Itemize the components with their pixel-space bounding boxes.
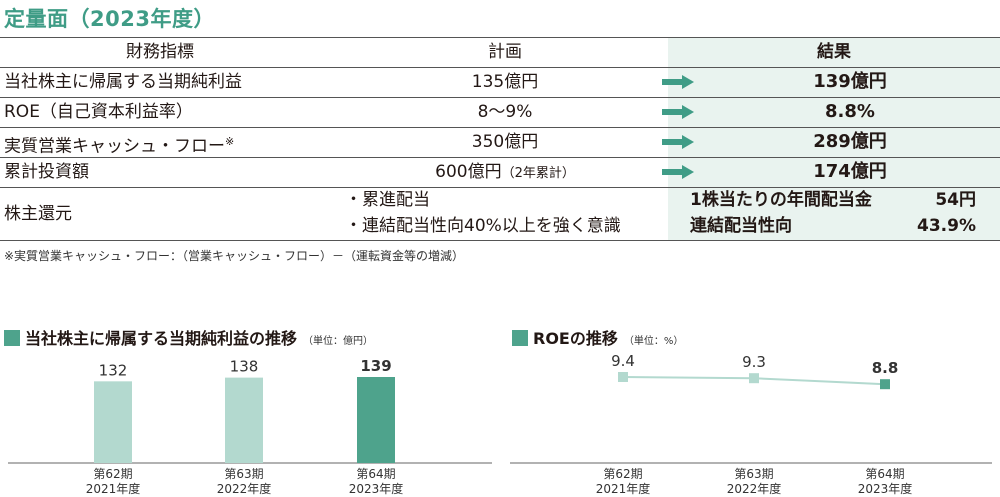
row-net-income-metric: 当社株主に帰属する当期純利益 <box>4 72 242 92</box>
financial-targets-table: 財務指標 計画 結果 当社株主に帰属する当期純利益 135億円 139億円 RO… <box>0 37 1000 241</box>
row-cashflow-metric: 実質営業キャッシュ・フロー※ <box>4 127 234 157</box>
row-investment-plan: 600億円（2年累計） <box>340 157 670 187</box>
bar-value-label: 132 <box>99 361 128 379</box>
row-investment-plan-value: 600億円 <box>435 162 502 182</box>
x-tick-sublabel: 2023年度 <box>349 481 404 496</box>
data-point <box>749 373 759 384</box>
dividend-per-share-label: 1株当たりの年間配当金 <box>690 190 872 210</box>
net-income-chart-title: 当社株主に帰属する当期純利益の推移 （単位：億円） <box>4 325 373 349</box>
row-divider <box>0 157 1000 158</box>
bar-value-label: 138 <box>230 358 259 376</box>
header-metric: 財務指標 <box>126 42 194 62</box>
row-cashflow-metric-text: 実質営業キャッシュ・フロー <box>4 136 225 157</box>
arrow-right-icon <box>662 75 694 89</box>
data-point <box>618 372 628 382</box>
arrow-right-icon <box>662 105 694 119</box>
x-tick-label: 第63期 <box>734 467 773 481</box>
row-investment-metric: 累計投資額 <box>4 162 89 182</box>
bar <box>225 377 263 463</box>
square-bullet-icon <box>4 330 20 346</box>
roe-chart-title: ROEの推移 （単位：%） <box>512 325 683 349</box>
bar <box>357 377 395 463</box>
row-divider <box>0 97 1000 98</box>
roe-chart-unit: （単位：%） <box>623 336 684 347</box>
table-top-rule <box>0 37 1000 38</box>
header-plan: 計画 <box>488 42 522 62</box>
net-income-chart-unit: （単位：億円） <box>303 336 374 347</box>
arrow-right-icon <box>662 165 694 179</box>
bar <box>94 381 132 463</box>
row-net-income-plan: 135億円 <box>471 72 539 92</box>
result-column-background <box>668 37 1000 241</box>
row-roe-metric: ROE（自己資本利益率） <box>4 102 193 122</box>
x-tick-label: 第62期 <box>603 467 642 481</box>
x-tick-sublabel: 2022年度 <box>217 481 272 496</box>
payout-ratio-value: 43.9% <box>917 216 976 236</box>
row-investment-result: 174億円 <box>813 161 887 182</box>
x-tick-label: 第64期 <box>356 467 395 481</box>
x-tick-sublabel: 2021年度 <box>86 481 141 496</box>
page-heading: 定量面（2023年度） <box>4 7 215 31</box>
x-tick-sublabel: 2021年度 <box>596 481 651 496</box>
x-tick-label: 第62期 <box>93 467 132 481</box>
row-roe-plan: 8〜9% <box>477 102 533 122</box>
x-tick-sublabel: 2023年度 <box>858 481 913 496</box>
x-tick-label: 第63期 <box>224 467 263 481</box>
footnote: ※実質営業キャッシュ・フロー：（営業キャッシュ・フロー）－（運転資金等の増減） <box>4 249 465 263</box>
arrow-right-icon <box>662 135 694 149</box>
shareholder-plan-item: ・累進配当 <box>345 190 430 210</box>
point-value-label: 8.8 <box>872 359 899 377</box>
row-divider <box>0 67 1000 68</box>
row-roe-result: 8.8% <box>825 101 875 122</box>
header-result: 結果 <box>817 42 851 62</box>
point-value-label: 9.4 <box>611 352 635 370</box>
row-divider <box>0 127 1000 128</box>
row-net-income-result: 139億円 <box>813 71 887 92</box>
dividend-per-share-value: 54円 <box>935 190 976 210</box>
table-bottom-rule <box>0 240 1000 241</box>
row-divider <box>0 187 1000 188</box>
data-point <box>880 379 890 390</box>
point-value-label: 9.3 <box>742 353 766 371</box>
row-shareholder-metric: 株主還元 <box>4 204 72 224</box>
square-bullet-icon <box>512 330 528 346</box>
x-tick-sublabel: 2022年度 <box>727 481 782 496</box>
row-cashflow-result: 289億円 <box>813 131 887 152</box>
x-tick-label: 第64期 <box>865 467 904 481</box>
roe-chart-title-text: ROEの推移 <box>533 329 618 348</box>
row-investment-plan-note: （2年累計） <box>501 166 575 181</box>
bar-value-label: 139 <box>360 357 391 375</box>
shareholder-plan-item: ・連結配当性向40%以上を強く意識 <box>345 216 621 236</box>
payout-ratio-label: 連結配当性向 <box>690 216 792 236</box>
net-income-chart-title-text: 当社株主に帰属する当期純利益の推移 <box>25 329 298 348</box>
row-cashflow-plan: 350億円 <box>471 132 539 152</box>
footnote-mark: ※ <box>225 135 235 148</box>
